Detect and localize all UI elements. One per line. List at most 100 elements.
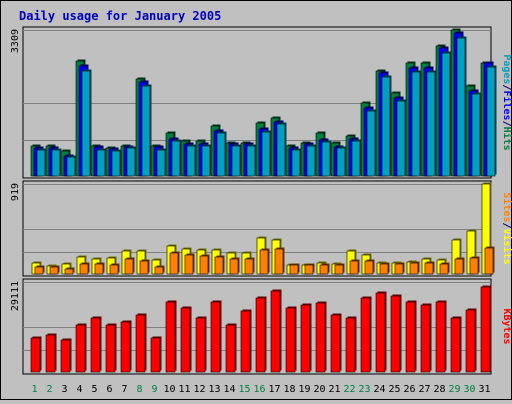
- bar-kbytes-day-8: [135, 314, 146, 373]
- x-tick-label-day-21: 21: [328, 384, 340, 395]
- bar-pages-day-3: [66, 156, 76, 177]
- series-axis-label-part: Hits: [501, 127, 512, 151]
- x-tick-label-day-20: 20: [313, 384, 325, 395]
- bar-kbytes-day-9: [150, 337, 161, 373]
- bar-kbytes-day-29: [450, 317, 461, 373]
- bar-pages-day-11: [186, 145, 196, 177]
- bar-sites-day-13: [214, 256, 224, 275]
- bar-pages-day-5: [96, 149, 106, 177]
- bar-pages-day-6: [111, 150, 121, 177]
- bar-kbytes-day-18: [285, 307, 296, 373]
- bar-pages-day-23: [366, 110, 376, 177]
- bar-pages-day-28: [441, 52, 451, 177]
- bar-sites-day-15: [244, 258, 254, 275]
- bar-sites-day-19: [304, 264, 314, 275]
- panel-mid: 919 Sites/Visits: [10, 180, 512, 277]
- x-tick-label-day-7: 7: [121, 384, 127, 395]
- x-tick-label-day-11: 11: [178, 384, 190, 395]
- bar-sites-day-2: [49, 266, 59, 275]
- x-tick-label-day-29: 29: [448, 384, 460, 395]
- bar-sites-day-22: [349, 260, 359, 275]
- bar-sites-day-16: [259, 249, 269, 275]
- x-tick-label-day-27: 27: [418, 384, 430, 395]
- bar-pages-day-30: [471, 93, 481, 177]
- bar-kbytes-day-2: [45, 334, 56, 373]
- bar-sites-day-29: [454, 258, 464, 275]
- x-tick-label-day-31: 31: [478, 384, 490, 395]
- x-tick-label-day-30: 30: [463, 384, 475, 395]
- x-tick-label-day-12: 12: [193, 384, 205, 395]
- y-max-label: 29111: [10, 281, 21, 311]
- x-tick-label-day-26: 26: [403, 384, 415, 395]
- bar-kbytes-day-3: [60, 339, 71, 373]
- bar-kbytes-day-28: [435, 301, 446, 373]
- x-tick-label-day-15: 15: [238, 384, 250, 395]
- bar-sites-day-8: [139, 260, 149, 275]
- series-axis-label-part: /: [501, 84, 512, 90]
- bar-kbytes-day-6: [105, 324, 116, 373]
- bar-sites-day-9: [154, 266, 164, 275]
- bar-kbytes-day-1: [30, 337, 41, 373]
- bar-pages-day-22: [351, 140, 361, 177]
- x-tick-label-day-25: 25: [388, 384, 400, 395]
- chart-title: Daily usage for January 2005: [19, 9, 221, 23]
- bar-sites-day-6: [109, 264, 119, 275]
- bar-sites-day-18: [289, 264, 299, 275]
- bar-kbytes-day-22: [345, 317, 356, 373]
- bar-sites-day-28: [439, 263, 449, 275]
- bar-kbytes-day-7: [120, 321, 131, 373]
- bar-sites-day-25: [394, 263, 404, 275]
- bar-pages-day-25: [396, 100, 406, 177]
- y-max-label: 3309: [10, 29, 21, 53]
- bar-pages-day-21: [336, 147, 346, 177]
- bar-pages-day-8: [141, 85, 151, 177]
- bar-kbytes-day-4: [75, 324, 86, 373]
- bar-sites-day-27: [424, 262, 434, 275]
- bar-pages-day-14: [231, 145, 241, 177]
- series-axis-label-part: Files: [501, 90, 512, 120]
- bar-pages-day-15: [246, 145, 256, 177]
- series-axis-label-part: /: [501, 222, 512, 228]
- x-tick-label-day-24: 24: [373, 384, 385, 395]
- bar-kbytes-day-25: [390, 295, 401, 373]
- x-tick-label-day-2: 2: [46, 384, 52, 395]
- series-axis-label-part: /: [501, 121, 512, 127]
- x-tick-label-day-19: 19: [298, 384, 310, 395]
- bar-kbytes-day-23: [360, 297, 371, 373]
- x-tick-label-day-28: 28: [433, 384, 445, 395]
- panel-bot: 29111 KBytes: [10, 278, 512, 375]
- x-tick-label-day-9: 9: [151, 384, 157, 395]
- bar-pages-day-26: [411, 71, 421, 177]
- bar-sites-day-23: [364, 260, 374, 275]
- bar-sites-day-3: [64, 268, 74, 275]
- x-tick-label-day-22: 22: [343, 384, 355, 395]
- bar-kbytes-day-27: [420, 304, 431, 373]
- bar-pages-day-24: [381, 76, 391, 177]
- bar-pages-day-31: [486, 66, 496, 177]
- x-tick-label-day-23: 23: [358, 384, 370, 395]
- bar-kbytes-day-15: [240, 310, 251, 373]
- bar-pages-day-9: [156, 149, 166, 177]
- bar-pages-day-2: [51, 149, 61, 177]
- bar-pages-day-20: [321, 141, 331, 177]
- bar-kbytes-day-12: [195, 317, 206, 373]
- x-tick-label-day-1: 1: [31, 384, 37, 395]
- x-tick-label-day-14: 14: [223, 384, 235, 395]
- bar-sites-day-14: [229, 258, 239, 275]
- bar-pages-day-12: [201, 145, 211, 177]
- series-axis-label: Pages/Files/Hits: [501, 54, 512, 150]
- bar-pages-day-19: [306, 145, 316, 177]
- bar-kbytes-day-14: [225, 324, 236, 373]
- bar-kbytes-day-16: [255, 297, 266, 373]
- bar-kbytes-day-31: [480, 286, 491, 373]
- panel-top: 3309 Pages/Files/Hits: [10, 26, 512, 179]
- x-tick-label-day-10: 10: [163, 384, 175, 395]
- panels-layer: 3309Pages/Files/Hits919Sites/Visits29111…: [10, 26, 512, 375]
- bar-pages-day-13: [216, 132, 226, 177]
- x-tick-label-day-3: 3: [61, 384, 67, 395]
- bar-kbytes-day-13: [210, 301, 221, 373]
- bar-sites-day-21: [334, 264, 344, 275]
- x-tick-label-day-16: 16: [253, 384, 265, 395]
